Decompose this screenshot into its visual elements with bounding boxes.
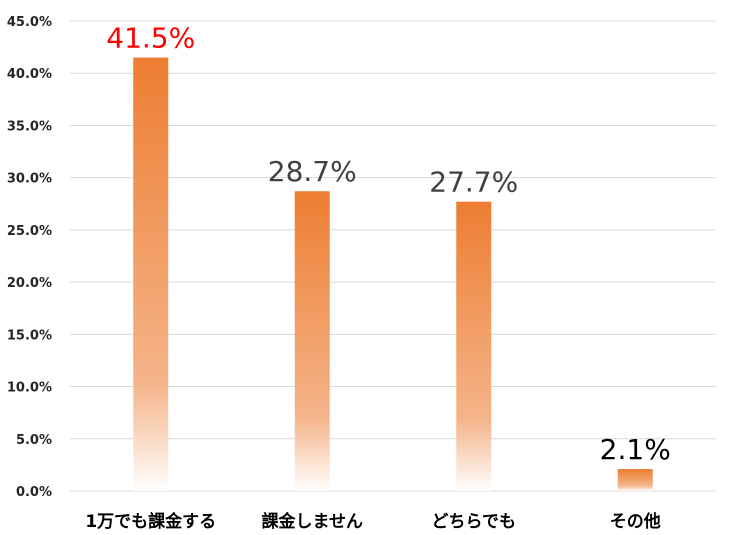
y-tick-label: 35.0%	[7, 119, 52, 134]
bar	[294, 191, 330, 491]
y-tick-label: 10.0%	[7, 381, 52, 396]
data-label: 28.7%	[268, 155, 357, 188]
y-tick-label: 25.0%	[7, 224, 52, 239]
y-tick-label: 40.0%	[7, 67, 52, 82]
y-axis-ticks: 0.0% 5.0% 10.0% 15.0% 20.0% 25.0% 30.0% 35.0% 40…	[7, 15, 52, 500]
data-label: 2.1%	[600, 433, 671, 466]
bar	[133, 57, 169, 492]
x-axis-categories: 1万でも課金する 課金しません どちらでも その他	[85, 511, 660, 532]
y-tick-label: 15.0%	[7, 328, 52, 343]
category-label: 課金しません	[262, 511, 364, 532]
gridlines	[70, 20, 716, 492]
data-label: 27.7%	[429, 166, 518, 199]
y-tick-label: 45.0%	[7, 15, 52, 30]
bar	[456, 201, 492, 491]
category-label: 1万でも課金する	[85, 511, 216, 532]
y-tick-label: 30.0%	[7, 172, 52, 187]
category-label: どちらでも	[432, 512, 517, 532]
bar	[617, 469, 653, 491]
category-label: その他	[610, 511, 661, 532]
data-labels: 41.5% 28.7% 27.7% 2.1%	[106, 22, 671, 467]
y-tick-label: 20.0%	[7, 276, 52, 291]
bars	[133, 57, 653, 492]
data-label: 41.5%	[106, 22, 195, 55]
y-tick-label: 5.0%	[16, 433, 52, 448]
y-tick-label: 0.0%	[16, 485, 52, 500]
